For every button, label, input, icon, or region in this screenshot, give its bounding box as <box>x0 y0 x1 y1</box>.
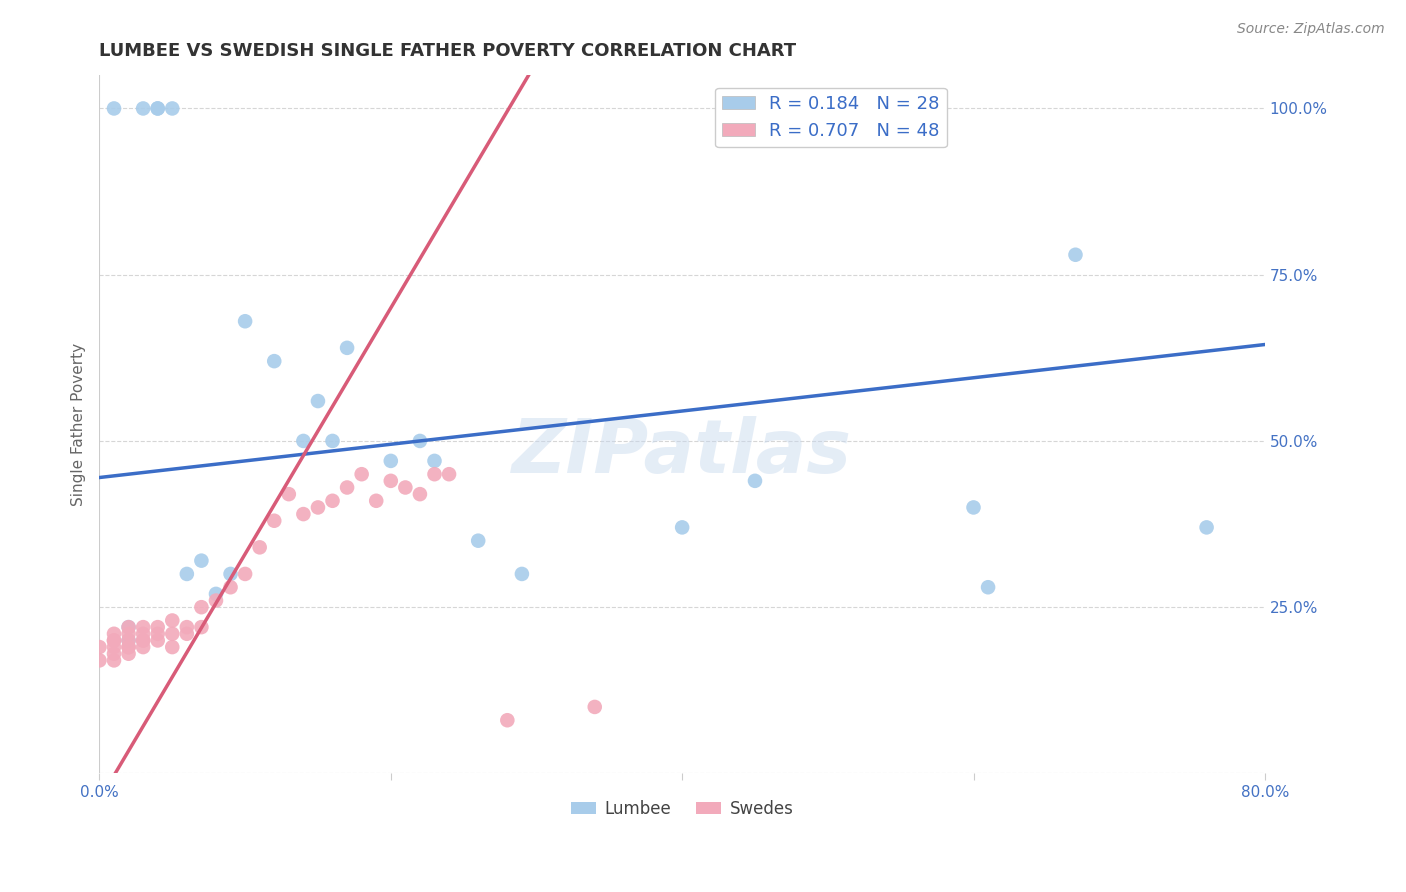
Text: ZIPatlas: ZIPatlas <box>512 416 852 489</box>
Lumbee <box>190 554 212 568</box>
Lumbee <box>103 102 125 116</box>
Swedes <box>103 627 125 641</box>
Swedes <box>409 487 432 501</box>
Swedes <box>423 467 446 482</box>
Swedes <box>263 514 285 528</box>
Swedes <box>132 640 155 654</box>
Swedes <box>146 627 169 641</box>
Lumbee <box>423 454 446 468</box>
Swedes <box>117 640 139 654</box>
Swedes <box>583 700 606 714</box>
Swedes <box>437 467 460 482</box>
Lumbee <box>117 633 139 648</box>
Swedes <box>190 600 212 615</box>
Lumbee <box>205 587 228 601</box>
Swedes <box>394 481 416 495</box>
Swedes <box>146 633 169 648</box>
Swedes <box>176 627 198 641</box>
Lumbee <box>962 500 984 515</box>
Swedes <box>277 487 299 501</box>
Lumbee <box>671 520 693 534</box>
Swedes <box>117 640 139 654</box>
Swedes <box>322 493 344 508</box>
Lumbee <box>117 620 139 634</box>
Lumbee <box>467 533 489 548</box>
Swedes <box>132 627 155 641</box>
Lumbee <box>162 102 184 116</box>
Swedes <box>219 580 242 594</box>
Swedes <box>496 713 519 727</box>
Swedes <box>89 640 111 654</box>
Lumbee <box>336 341 359 355</box>
Swedes <box>176 620 198 634</box>
Swedes <box>117 633 139 648</box>
Swedes <box>249 541 271 555</box>
Lumbee <box>380 454 402 468</box>
Lumbee <box>219 566 242 581</box>
Swedes <box>103 647 125 661</box>
Lumbee <box>510 566 533 581</box>
Swedes <box>366 493 388 508</box>
Lumbee <box>322 434 344 448</box>
Y-axis label: Single Father Poverty: Single Father Poverty <box>72 343 86 506</box>
Lumbee <box>146 102 169 116</box>
Swedes <box>307 500 329 515</box>
Swedes <box>103 653 125 667</box>
Lumbee <box>307 394 329 409</box>
Lumbee <box>744 474 766 488</box>
Lumbee <box>146 102 169 116</box>
Lumbee <box>176 566 198 581</box>
Legend: Lumbee, Swedes: Lumbee, Swedes <box>564 793 800 824</box>
Swedes <box>190 620 212 634</box>
Lumbee <box>1064 248 1087 262</box>
Text: LUMBEE VS SWEDISH SINGLE FATHER POVERTY CORRELATION CHART: LUMBEE VS SWEDISH SINGLE FATHER POVERTY … <box>100 42 797 60</box>
Swedes <box>380 474 402 488</box>
Swedes <box>350 467 373 482</box>
Swedes <box>103 633 125 648</box>
Swedes <box>89 653 111 667</box>
Swedes <box>117 627 139 641</box>
Swedes <box>292 507 315 521</box>
Lumbee <box>1195 520 1218 534</box>
Swedes <box>162 640 184 654</box>
Lumbee <box>409 434 432 448</box>
Lumbee <box>233 314 256 328</box>
Swedes <box>233 566 256 581</box>
Swedes <box>132 633 155 648</box>
Swedes <box>162 614 184 628</box>
Swedes <box>117 620 139 634</box>
Lumbee <box>977 580 1000 594</box>
Swedes <box>103 633 125 648</box>
Text: Source: ZipAtlas.com: Source: ZipAtlas.com <box>1237 22 1385 37</box>
Lumbee <box>292 434 315 448</box>
Swedes <box>103 640 125 654</box>
Swedes <box>336 481 359 495</box>
Swedes <box>132 633 155 648</box>
Lumbee <box>263 354 285 368</box>
Lumbee <box>132 102 155 116</box>
Swedes <box>162 627 184 641</box>
Swedes <box>132 620 155 634</box>
Swedes <box>146 620 169 634</box>
Swedes <box>205 593 228 607</box>
Swedes <box>117 647 139 661</box>
